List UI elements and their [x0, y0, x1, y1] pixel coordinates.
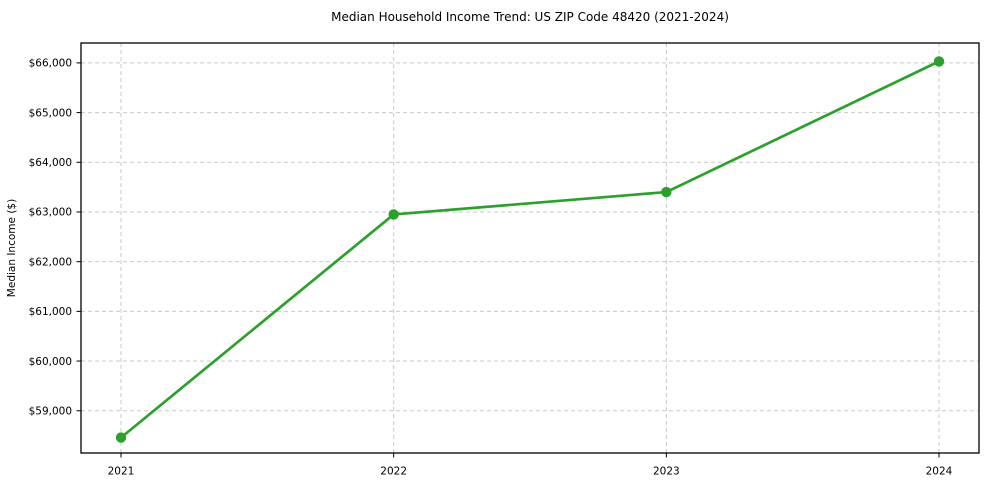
- x-tick-label: 2021: [108, 466, 135, 478]
- y-tick-label: $66,000: [29, 58, 72, 70]
- trend-line: [119, 60, 941, 439]
- y-tick-label: $65,000: [29, 107, 72, 119]
- y-tick-label: $59,000: [29, 405, 72, 417]
- data-point-2022: [388, 209, 399, 220]
- data-point-2024: [933, 56, 945, 67]
- y-tick-label: $62,000: [29, 256, 72, 268]
- x-tick-label: 2023: [653, 466, 680, 478]
- x-tick-label: 2024: [926, 466, 953, 478]
- series-layer: [115, 56, 945, 443]
- gridlines-layer: [81, 43, 979, 453]
- y-tick-label: $63,000: [29, 207, 72, 219]
- y-tick-label: $60,000: [29, 356, 72, 368]
- data-point-2021: [115, 432, 127, 443]
- axes-layer: [76, 42, 980, 458]
- y-tick-label: $64,000: [29, 157, 72, 169]
- chart-title: Median Household Income Trend: US ZIP Co…: [331, 10, 729, 24]
- x-tick-label: 2022: [380, 466, 407, 478]
- data-point-2023: [661, 186, 672, 198]
- plot-border: [80, 42, 980, 454]
- tick-labels-layer: $59,000 $60,000 $61,000 $62,000 $63,000 $64,0…: [29, 58, 953, 478]
- y-tick-label: $61,000: [29, 306, 72, 318]
- y-axis-label: Median Income ($): [6, 199, 18, 297]
